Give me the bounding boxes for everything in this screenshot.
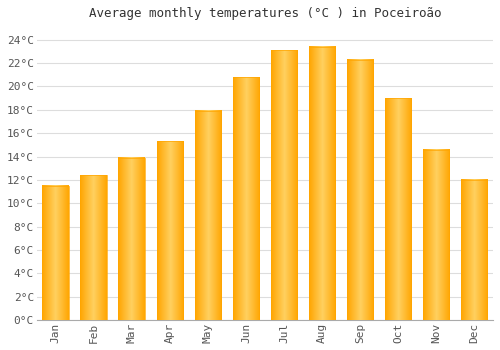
Bar [460, 180, 487, 320]
Bar [308, 47, 335, 320]
Bar [80, 175, 107, 320]
Bar [118, 158, 145, 320]
Bar [384, 98, 411, 320]
Bar [80, 175, 107, 320]
Bar [308, 47, 335, 320]
Bar [42, 186, 69, 320]
Bar [384, 98, 411, 320]
Bar [156, 141, 183, 320]
Bar [118, 158, 145, 320]
Bar [422, 149, 450, 320]
Bar [270, 50, 297, 320]
Bar [42, 186, 69, 320]
Bar [232, 77, 259, 320]
Bar [346, 60, 374, 320]
Bar [194, 111, 221, 320]
Title: Average monthly temperatures (°C ) in Poceiroão: Average monthly temperatures (°C ) in Po… [88, 7, 441, 20]
Bar [194, 111, 221, 320]
Bar [460, 180, 487, 320]
Bar [156, 141, 183, 320]
Bar [232, 77, 259, 320]
Bar [346, 60, 374, 320]
Bar [270, 50, 297, 320]
Bar [422, 149, 450, 320]
